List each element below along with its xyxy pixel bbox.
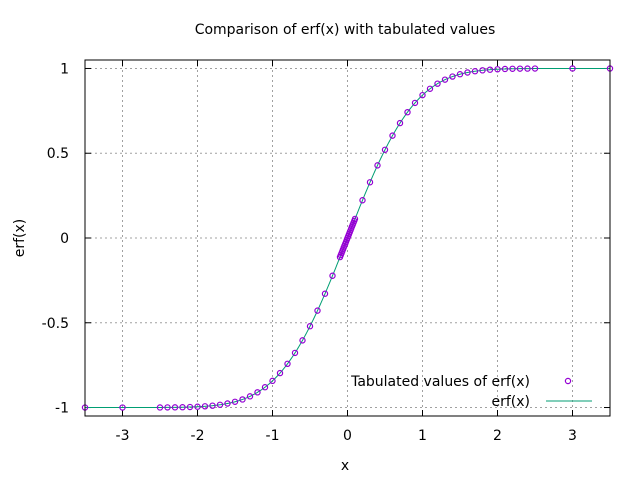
x-tick-label: 1 <box>418 428 427 444</box>
data-point <box>494 66 501 73</box>
data-point <box>374 162 381 169</box>
data-point <box>119 404 126 411</box>
data-point <box>291 349 299 357</box>
data-point <box>381 146 389 153</box>
legend-label-tabulated: Tabulated values of erf(x) <box>350 374 530 390</box>
data-point <box>209 402 216 409</box>
data-point <box>524 65 531 72</box>
chart-title: Comparison of erf(x) with tabulated valu… <box>195 22 496 38</box>
x-tick-label: -2 <box>191 428 205 444</box>
x-tick-label: 2 <box>493 428 502 444</box>
data-point <box>426 85 434 92</box>
x-tick-label: 3 <box>568 428 577 444</box>
x-tick-label: 0 <box>343 428 352 444</box>
data-point <box>216 401 224 408</box>
x-tick-label: -3 <box>116 428 130 444</box>
data-point <box>471 68 479 75</box>
data-point <box>359 197 366 204</box>
tabulated-points-series <box>81 65 614 411</box>
axis-ticks <box>85 60 610 416</box>
data-point <box>351 215 359 223</box>
data-point <box>464 69 471 76</box>
data-point <box>509 65 516 72</box>
data-point <box>486 66 494 73</box>
data-point <box>329 272 336 279</box>
y-tick-label: 0.5 <box>47 146 69 162</box>
data-point <box>164 404 171 411</box>
y-tick-labels: -1 -0.5 0 0.5 1 <box>42 61 69 416</box>
data-point <box>246 393 254 400</box>
data-point <box>269 377 276 385</box>
data-point <box>171 404 179 411</box>
y-tick-label: 1 <box>60 61 69 77</box>
data-point <box>306 323 314 330</box>
plot-border <box>84 59 611 417</box>
data-point <box>516 65 524 72</box>
data-point <box>456 71 464 78</box>
data-point <box>231 398 239 405</box>
data-point <box>404 108 411 116</box>
data-point <box>419 91 426 99</box>
data-point <box>261 384 269 391</box>
data-point <box>434 80 441 87</box>
data-point <box>276 369 284 377</box>
data-point <box>389 132 396 139</box>
data-point <box>201 403 209 410</box>
data-point <box>479 67 486 74</box>
data-point <box>321 290 329 297</box>
data-point <box>186 403 194 411</box>
legend: Tabulated values of erf(x) erf(x) <box>350 374 592 410</box>
data-point <box>449 73 456 80</box>
y-axis-label: erf(x) <box>12 219 28 258</box>
data-point <box>396 119 404 127</box>
data-point <box>284 360 291 368</box>
data-point <box>299 337 306 344</box>
legend-marker-tabulated <box>564 377 572 385</box>
data-point <box>411 99 419 107</box>
data-point <box>156 404 164 411</box>
data-point <box>194 403 201 410</box>
data-point <box>254 389 261 396</box>
data-point <box>179 404 186 411</box>
data-point <box>224 400 231 407</box>
y-tick-label: -1 <box>55 401 69 417</box>
data-point <box>501 65 509 73</box>
x-tick-labels: -3 -2 -1 0 1 2 3 <box>116 428 577 444</box>
x-tick-label: -1 <box>266 428 280 444</box>
grid <box>85 60 610 416</box>
data-point <box>314 307 321 314</box>
legend-marker-point <box>564 377 572 385</box>
data-point <box>239 396 246 403</box>
y-tick-label: 0 <box>60 231 69 247</box>
data-point <box>441 76 449 83</box>
x-axis-label: x <box>341 458 349 474</box>
y-tick-label: -0.5 <box>42 316 69 332</box>
data-point <box>366 179 374 186</box>
data-point <box>531 65 539 72</box>
data-point <box>569 65 576 72</box>
legend-label-erf: erf(x) <box>491 394 530 410</box>
